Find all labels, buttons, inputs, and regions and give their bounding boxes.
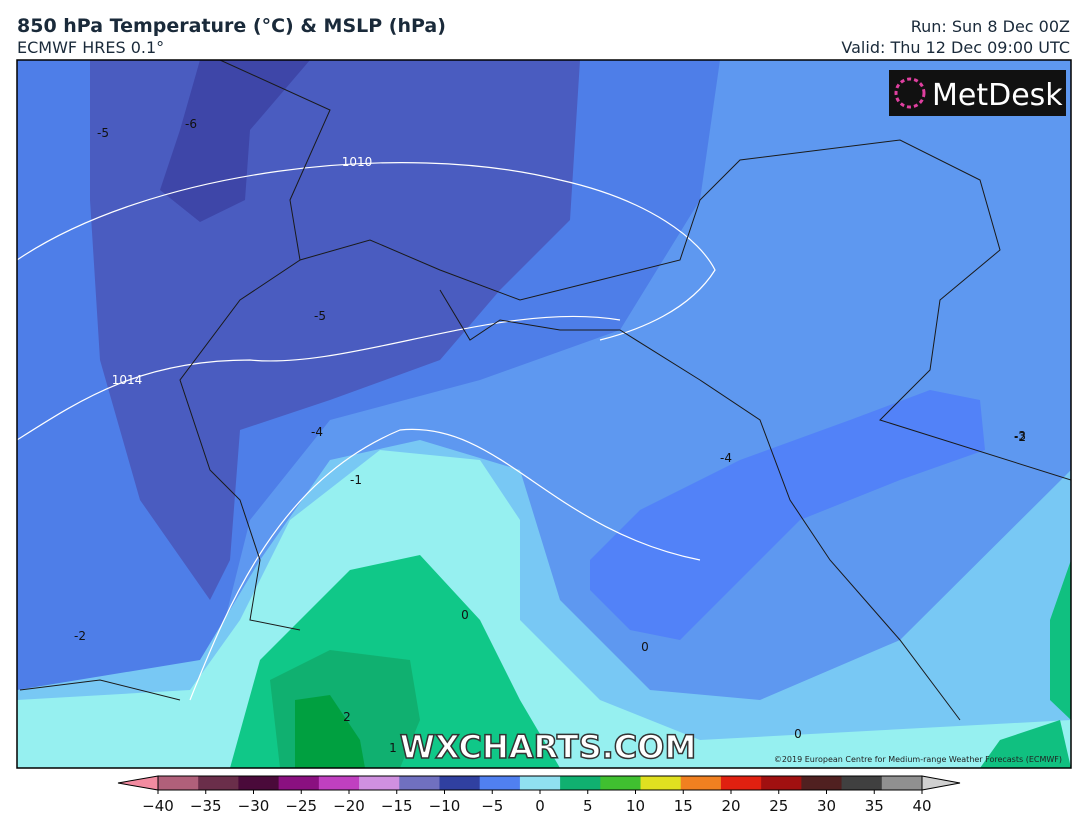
colorbar-segment xyxy=(278,776,320,790)
colorbar-tick-label: −15 xyxy=(381,797,413,815)
map-frame xyxy=(16,59,1072,769)
valid: Valid: Thu 12 Dec 09:00 UTC xyxy=(841,38,1070,57)
colorbar-segment xyxy=(359,776,400,790)
contour-label: -2 xyxy=(1014,430,1026,444)
colorbar-tick-label: 0 xyxy=(535,797,545,815)
colorbar: −40 −35 −30 −25 −20 −15 −10 −5 0 5 10 15 20 25 30 35 40 xyxy=(117,775,961,815)
colorbar-segment xyxy=(600,776,642,790)
zone xyxy=(295,695,365,768)
logo-icon xyxy=(894,77,926,109)
colorbar-segment xyxy=(519,776,561,790)
colorbar-tick-label: −20 xyxy=(333,797,365,815)
logo-bg xyxy=(889,70,1066,116)
colorbar-segment xyxy=(881,776,923,790)
colorbar-segment xyxy=(801,776,843,790)
colorbar-tick-label: −35 xyxy=(190,797,222,815)
colorbar-segment xyxy=(399,776,440,790)
contour-label: 1 xyxy=(389,741,397,755)
contour-label: 0 xyxy=(461,608,469,622)
contour-label: -6 xyxy=(185,117,197,131)
logo: MetDesk xyxy=(932,78,1063,113)
colorbar-segment xyxy=(841,776,883,790)
colorbar-tick-label: −10 xyxy=(429,797,461,815)
colorbar-segment xyxy=(640,776,682,790)
colorbar-segment xyxy=(680,776,722,790)
model: ECMWF HRES 0.1° xyxy=(17,38,164,57)
run: Run: Sun 8 Dec 00Z xyxy=(911,17,1070,36)
contour-label: -4 xyxy=(311,425,323,439)
contour-label: -2 xyxy=(74,629,86,643)
contour-label: 0 xyxy=(794,727,802,741)
colorbar-tick-label: 10 xyxy=(626,797,645,815)
zone xyxy=(160,60,310,222)
contour-label: -5 xyxy=(314,309,326,323)
contour-label: 2 xyxy=(343,710,351,724)
colorbar-segment xyxy=(479,776,521,790)
colorbar-tick-label: 40 xyxy=(912,797,931,815)
colorbar-tick-label: 35 xyxy=(865,797,884,815)
colorbar-segment xyxy=(318,776,360,790)
contour-label: -1 xyxy=(350,473,362,487)
colorbar-segment xyxy=(198,776,239,790)
colorbar-segment xyxy=(238,776,280,790)
zone xyxy=(980,560,1071,768)
contour-label: -5 xyxy=(97,126,109,140)
colorbar-tick-label: −30 xyxy=(238,797,270,815)
colorbar-end xyxy=(921,775,961,791)
contour-label: 0 xyxy=(641,640,649,654)
map: MetDesk WXCHARTS.COM ©2019 European Cent… xyxy=(17,60,1071,768)
contour-label: -4 xyxy=(720,451,732,465)
contour-labels: -5 -6 1010 -5 1014 -4 -1 0 -2 -2 0 -3 -4 0 2 1 xyxy=(74,117,1026,755)
colorbar-tick-label: 5 xyxy=(583,797,593,815)
contour-label: 1010 xyxy=(342,155,373,169)
colorbar-tick-label: 15 xyxy=(674,797,693,815)
colorbar-segment xyxy=(720,776,762,790)
colorbar-segment xyxy=(158,776,199,790)
colorbar-tick-label: 20 xyxy=(721,797,740,815)
contour-label: -3 xyxy=(1014,429,1026,443)
colorbar-segment xyxy=(761,776,802,790)
colorbar-end xyxy=(117,775,159,791)
borders xyxy=(19,60,1071,721)
copyright: ©2019 European Centre for Medium-range W… xyxy=(774,755,1062,764)
colorbar-segment xyxy=(439,776,481,790)
contour-label: 1014 xyxy=(112,373,143,387)
title: 850 hPa Temperature (°C) & MSLP (hPa) xyxy=(17,15,446,37)
colorbar-segment xyxy=(560,776,601,790)
zone xyxy=(590,390,985,640)
colorbar-tick-label: −40 xyxy=(142,797,174,815)
colorbar-tick-label: −5 xyxy=(481,797,503,815)
colorbar-tick-label: 30 xyxy=(817,797,836,815)
colorbar-tick-label: −25 xyxy=(285,797,317,815)
watermark: WXCHARTS.COM xyxy=(400,728,697,766)
colorbar-tick-label: 25 xyxy=(769,797,788,815)
